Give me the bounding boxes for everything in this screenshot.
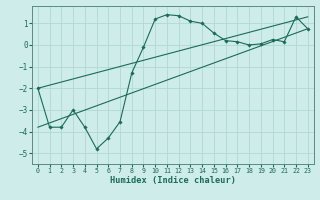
X-axis label: Humidex (Indice chaleur): Humidex (Indice chaleur) — [110, 176, 236, 185]
